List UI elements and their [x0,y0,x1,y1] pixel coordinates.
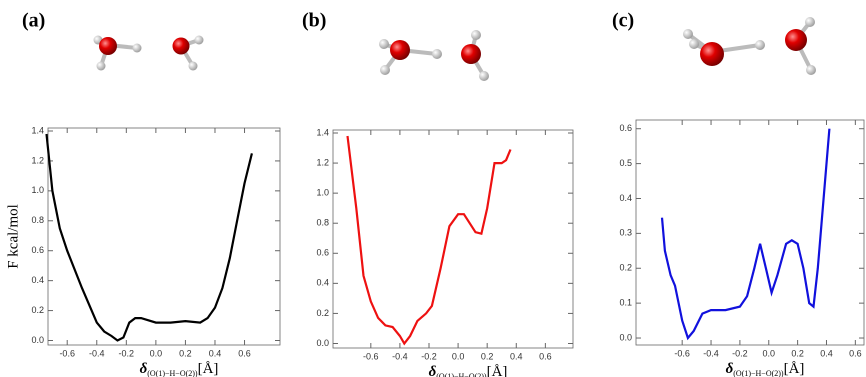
x-tick-label: -0.6 [59,348,75,358]
x-axis-label: δ(O(1)−H−O(2))[Å] [140,361,219,377]
molecules-b [379,30,489,81]
y-tick-label: 0.8 [316,218,329,228]
y-tick-label: 0.4 [31,275,44,285]
x-tick-label: -0.2 [732,348,748,358]
x-axis-label: δ(O(1)−H−O(2))[Å] [726,361,805,377]
y-tick-label: 0.2 [316,308,329,318]
x-tick-label: 0.2 [791,348,804,358]
x-label-symbol: δ [429,364,437,377]
panel-label: (b) [302,10,326,32]
x-tick-label: 0.0 [452,351,465,361]
x-label-unit: [Å] [198,361,219,377]
plot-frame [332,129,574,349]
x-label-unit: [Å] [487,364,508,377]
y-tick-label: 0.6 [316,248,329,258]
plot-frame [635,119,865,346]
x-tick-label: 0.6 [539,351,552,361]
data-line [660,128,831,341]
panel-label: (a) [22,10,45,32]
y-tick-label: 0.0 [31,335,44,345]
y-tick-label: 1.2 [31,155,44,165]
y-tick-label: 0.4 [619,193,632,203]
y-tick-label: 0.6 [31,245,44,255]
x-label-subscript: (O(1)−H−O(2)) [436,372,487,377]
y-tick-label: 1.0 [316,188,329,198]
y-tick-label: 0.6 [619,123,632,133]
plot-frame [47,127,281,346]
x-tick-label: 0.4 [820,348,833,358]
y-tick-label: 0.1 [619,298,632,308]
y-axis-label: F kcal/mol [5,204,21,269]
y-tick-label: 1.0 [31,185,44,195]
y-tick-label: 1.2 [316,157,329,167]
y-tick-label: 0.3 [619,228,632,238]
x-tick-label: 0.2 [481,351,494,361]
x-tick-label: -0.4 [703,348,719,358]
x-tick-label: -0.6 [674,348,690,358]
data-line [45,133,253,342]
x-label-symbol: δ [140,361,148,377]
x-label-unit: [Å] [784,361,805,377]
data-line [346,135,512,346]
y-tick-label: 1.4 [316,127,329,137]
molecules-c [683,17,816,75]
x-tick-label: 0.0 [763,348,776,358]
y-tick-label: 0.0 [619,332,632,342]
x-tick-label: 0.6 [849,348,862,358]
y-tick-label: 0.4 [316,278,329,288]
x-label-symbol: δ [726,361,734,377]
y-tick-label: 0.2 [31,305,44,315]
x-tick-label: -0.4 [392,351,408,361]
y-tick-label: 0.8 [31,215,44,225]
panel-label: (c) [612,10,634,32]
x-tick-label: -0.2 [421,351,437,361]
x-tick-label: 0.4 [209,348,222,358]
molecules-a [93,35,204,71]
x-tick-label: 0.0 [150,348,163,358]
x-tick-label: 0.6 [238,348,251,358]
x-label-subscript: (O(1)−H−O(2)) [733,369,784,377]
x-label-subscript: (O(1)−H−O(2)) [147,369,198,377]
x-tick-label: -0.4 [89,348,105,358]
x-axis-label: δ(O(1)−H−O(2))[Å] [429,364,508,377]
x-tick-label: -0.2 [119,348,135,358]
x-tick-label: 0.2 [179,348,192,358]
x-tick-label: 0.4 [510,351,523,361]
y-tick-label: 0.2 [619,263,632,273]
y-tick-label: 0.5 [619,158,632,168]
y-tick-label: 1.4 [31,125,44,135]
x-tick-label: -0.6 [363,351,379,361]
y-tick-label: 0.0 [316,338,329,348]
